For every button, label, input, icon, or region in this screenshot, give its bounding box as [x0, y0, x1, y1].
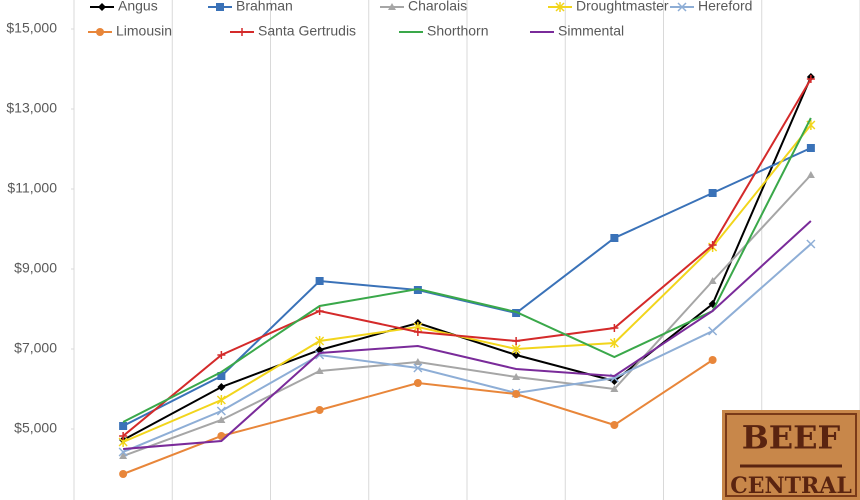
legend-marker [216, 3, 224, 11]
marker [806, 239, 816, 249]
legend-marker [96, 28, 104, 36]
legend-marker [98, 3, 106, 11]
marker [413, 363, 423, 373]
marker [806, 75, 815, 83]
marker [512, 373, 521, 380]
legend-marker [677, 2, 687, 12]
marker [806, 144, 815, 152]
marker [119, 470, 128, 478]
marker [315, 277, 324, 285]
y-tick-label: $9,000 [14, 260, 57, 276]
marker [708, 356, 717, 364]
marker [512, 390, 521, 398]
series-line [123, 220, 812, 450]
marker [708, 326, 718, 336]
marker [806, 171, 815, 178]
marker [217, 416, 226, 423]
series [119, 75, 815, 440]
marker [217, 383, 226, 391]
legend-item: Droughtmaster [548, 0, 669, 14]
marker [610, 234, 619, 242]
marker [119, 432, 128, 440]
marker [315, 336, 325, 346]
marker [610, 385, 619, 392]
marker [216, 395, 226, 405]
marker [119, 452, 128, 459]
y-tick-label: $13,000 [6, 100, 57, 116]
legend-item: Hereford [670, 0, 752, 14]
marker [315, 367, 324, 374]
series-line [122, 117, 812, 423]
series-line [122, 124, 812, 443]
legend-item: Santa Gertrudis [230, 23, 356, 39]
marker [217, 351, 226, 359]
marker [216, 406, 226, 416]
marker [413, 358, 422, 365]
legend-marker [388, 3, 396, 10]
legend-marker [238, 28, 246, 36]
legend-label: Santa Gertrudis [258, 23, 356, 39]
marker [413, 328, 422, 336]
y-tick-label: $5,000 [14, 420, 57, 436]
legend-item: Limousin [88, 23, 172, 39]
series [119, 171, 815, 459]
series [122, 117, 812, 423]
marker [610, 324, 619, 332]
legend-item: Simmental [530, 23, 624, 39]
marker [119, 422, 128, 430]
marker [512, 351, 521, 359]
legend-item: Charolais [380, 0, 467, 14]
legend-item: Brahman [208, 0, 293, 14]
marker [511, 344, 521, 354]
marker [708, 241, 717, 249]
series-line [122, 78, 812, 437]
legend-label: Simmental [558, 23, 624, 39]
logo-line2: CENTRAL [730, 473, 852, 499]
legend-item: Angus [90, 0, 158, 14]
series-line [122, 174, 812, 457]
logo-border [725, 413, 857, 497]
marker [217, 372, 226, 380]
marker [315, 307, 324, 315]
series [118, 239, 816, 457]
legend-label: Charolais [408, 0, 467, 14]
series [119, 356, 717, 478]
marker [413, 379, 422, 387]
y-tick-label: $15,000 [6, 20, 57, 36]
legend-marker [555, 2, 565, 12]
marker [610, 421, 619, 429]
legend-label: Droughtmaster [576, 0, 669, 14]
legend-label: Shorthorn [427, 23, 488, 39]
marker [512, 337, 521, 345]
logo-background [722, 410, 860, 500]
legend-label: Angus [118, 0, 158, 14]
y-tick-label: $7,000 [14, 340, 57, 356]
legend-label: Limousin [116, 23, 172, 39]
logo: BEEF CENTRAL [722, 410, 860, 500]
marker [708, 277, 717, 284]
marker [609, 338, 619, 348]
series [123, 220, 812, 450]
series-line [122, 243, 812, 453]
legend-item: Shorthorn [399, 23, 488, 39]
marker [708, 189, 717, 197]
logo-line1: BEEF [742, 419, 841, 457]
legend-label: Hereford [698, 0, 752, 14]
legend-label: Brahman [236, 0, 293, 14]
marker [315, 406, 324, 414]
y-tick-label: $11,000 [7, 180, 57, 196]
